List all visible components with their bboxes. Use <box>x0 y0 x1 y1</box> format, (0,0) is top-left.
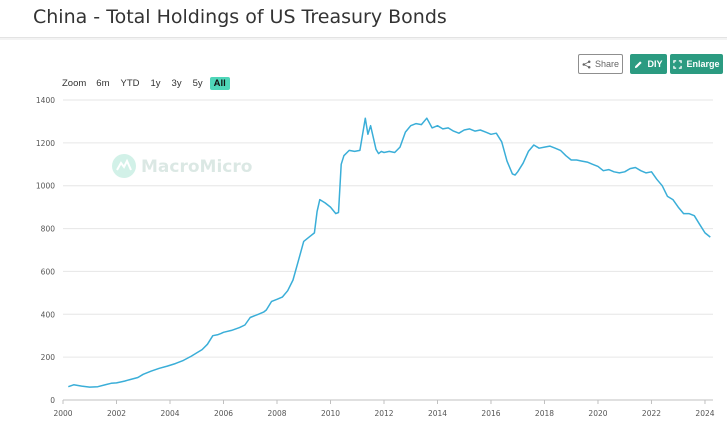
enlarge-button[interactable]: Enlarge <box>670 54 723 74</box>
enlarge-button-label: Enlarge <box>686 59 720 69</box>
zoom-selector: Zoom 6m YTD 1y 3y 5y All <box>62 76 233 91</box>
watermark-logo-mark <box>116 158 132 171</box>
share-button-label: Share <box>594 59 620 69</box>
header-divider <box>0 38 727 40</box>
grid-lines <box>63 99 713 358</box>
zoom-option-ytd[interactable]: YTD <box>120 78 140 89</box>
diy-button-label: DIY <box>647 59 663 69</box>
series-layer <box>68 117 711 388</box>
x-tick-label: 2018 <box>535 409 554 418</box>
share-button[interactable]: Share <box>578 54 623 74</box>
zoom-option-1y[interactable]: 1y <box>150 78 161 89</box>
page-title: China - Total Holdings of US Treasury Bo… <box>33 6 447 28</box>
zoom-label: Zoom <box>62 78 87 89</box>
x-axis-ticks <box>62 400 706 404</box>
y-tick-label: 600 <box>41 267 56 276</box>
zoom-option-6m[interactable]: 6m <box>96 78 110 89</box>
y-tick-label: 800 <box>41 225 56 234</box>
watermark-logo-icon <box>112 154 136 178</box>
watermark-text: MacroMicro <box>141 157 252 177</box>
x-tick-label: 2004 <box>160 409 179 418</box>
x-tick-label: 2012 <box>374 409 393 418</box>
zoom-option-5y[interactable]: 5y <box>192 78 203 89</box>
y-tick-label: 400 <box>41 310 56 319</box>
zoom-option-3y[interactable]: 3y <box>171 78 182 89</box>
x-tick-label: 2002 <box>107 409 126 418</box>
y-tick-label: 1000 <box>36 182 55 191</box>
x-tick-label: 2014 <box>428 409 447 418</box>
expand-icon <box>673 59 683 69</box>
zoom-option-all[interactable]: All <box>209 77 230 90</box>
y-tick-label: 200 <box>41 353 56 362</box>
y-tick-label: 1200 <box>36 139 55 148</box>
chart-header: China - Total Holdings of US Treasury Bo… <box>0 0 727 38</box>
x-tick-label: 2006 <box>214 409 233 418</box>
diy-button[interactable]: DIY <box>630 54 667 74</box>
share-icon <box>582 60 591 68</box>
y-tick-label: 1400 <box>36 96 55 105</box>
pencil-icon <box>635 60 643 68</box>
x-tick-label: 2024 <box>695 409 714 418</box>
x-tick-label: 2020 <box>588 409 607 418</box>
y-axis-labels: 0 200 400 600 800 1000 1200 1400 <box>36 96 55 405</box>
series-line <box>68 117 711 388</box>
x-tick-label: 2000 <box>53 409 72 418</box>
x-tick-label: 2008 <box>267 409 286 418</box>
x-tick-label: 2010 <box>321 409 340 418</box>
x-axis-labels: 2000 2002 2004 2006 2008 2010 2012 2014 2016 2018… <box>53 409 714 418</box>
watermark: MacroMicro <box>112 154 252 178</box>
x-tick-label: 2016 <box>481 409 500 418</box>
x-tick-label: 2022 <box>642 409 661 418</box>
y-tick-label: 0 <box>50 396 55 405</box>
